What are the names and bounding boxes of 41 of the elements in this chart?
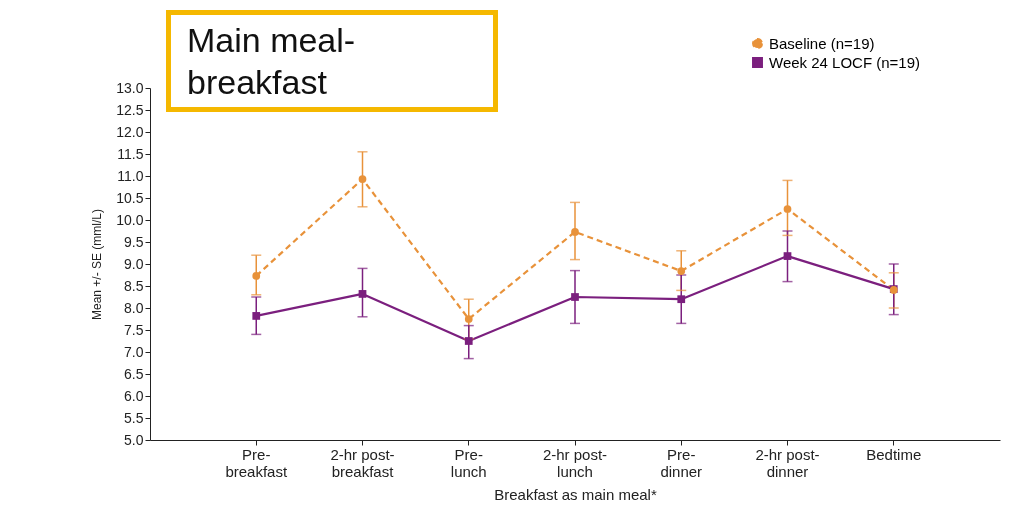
point: [677, 267, 686, 275]
annotation: Main meal-breakfast: [166, 10, 498, 112]
legend-label: Baseline (n=19): [769, 34, 875, 52]
point: [464, 337, 473, 345]
point: [571, 293, 579, 301]
y-tick-label: 10.5: [116, 189, 144, 206]
y-tick-label: 9.0: [124, 255, 144, 272]
y-tick-label: 11.5: [117, 145, 144, 162]
x-tick-label: Pre-lunch: [450, 445, 487, 480]
point: [677, 295, 686, 304]
point: [571, 228, 579, 236]
y-tick-label: 5.5: [124, 409, 144, 426]
x-tick-label: 2-hr post-lunch: [542, 445, 608, 480]
point: [464, 315, 473, 323]
point: [783, 252, 792, 260]
x-tick-label: Pre-breakfast: [225, 445, 288, 480]
y-tick-label: 7.0: [124, 343, 144, 360]
y-tick-label: 8.0: [124, 299, 144, 316]
point: [358, 175, 367, 183]
y-tick-label: 8.5: [124, 277, 144, 294]
legend-label: Week 24 LOCF (n=19): [769, 53, 921, 71]
y-tick-label: 7.5: [124, 321, 144, 338]
point: [252, 272, 261, 280]
y-axis-title: Mean +/- SE (mml/L): [90, 208, 105, 321]
y-tick-label: 12.5: [116, 101, 144, 118]
x-axis-title: Breakfast as main meal*: [494, 485, 657, 503]
point: [783, 205, 792, 213]
point: [252, 312, 261, 320]
y-tick-label: 5.0: [124, 431, 144, 448]
x-tick-label: 2-hr post-breakfast: [330, 445, 395, 480]
point: [358, 290, 367, 298]
y-tick-label: 13.0: [116, 79, 144, 96]
y-tick-label: 9.5: [124, 233, 144, 250]
y-tick-label: 10.0: [116, 211, 144, 228]
y-tick-label: 12.0: [116, 123, 144, 140]
x-tick-label: Bedtime: [866, 445, 922, 463]
y-tick-label: 6.0: [124, 387, 144, 404]
x-tick-label: 2-hr post-dinner: [755, 445, 820, 480]
y-tick-label: 11.0: [117, 167, 144, 184]
y-tick-label: 6.5: [124, 365, 144, 382]
x-tick-label: Pre-dinner: [660, 445, 703, 480]
